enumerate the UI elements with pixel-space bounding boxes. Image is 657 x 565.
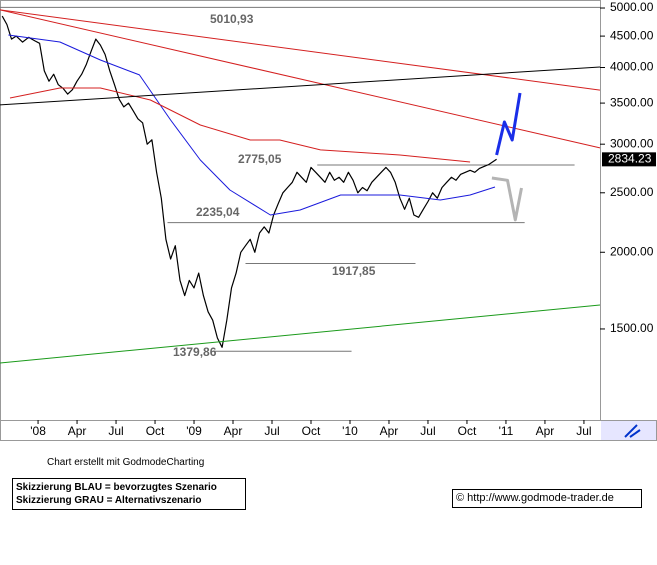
x-tick-label: '10 [342, 424, 358, 438]
x-tick-label: Jul [420, 424, 435, 438]
line [0, 9, 601, 149]
y-tick-label: 1500.00 [610, 321, 654, 335]
line [495, 92, 522, 156]
level-label: 2775,05 [238, 152, 282, 166]
y-tick-label: 3500.00 [610, 95, 654, 109]
x-tick-label: Apr [68, 424, 87, 438]
note: Skizzierung GRAU = Alternativszenario [16, 495, 202, 506]
line [0, 66, 601, 106]
y-tick-label: 4000.00 [610, 60, 654, 74]
last-price-label: 2834.23 [608, 152, 652, 166]
line [0, 304, 601, 364]
x-tick-label: Apr [380, 424, 399, 438]
y-tick-label: 2500.00 [610, 185, 654, 199]
y-tick-label: 5000.00 [610, 0, 654, 14]
x-tick-label: '11 [499, 424, 514, 438]
line [0, 9, 601, 91]
tool-icon[interactable] [601, 421, 656, 440]
y-tick-label: 4500.00 [610, 28, 654, 42]
x-tick-label: '08 [30, 424, 46, 438]
x-tick-label: Jul [108, 424, 123, 438]
url-box: © http://www.godmode-trader.de [452, 489, 642, 508]
last-price-box [602, 152, 656, 167]
x-tick-label: Oct [458, 424, 477, 438]
line [8, 34, 496, 216]
x-tick-label: Oct [146, 424, 165, 438]
y-tick-label: 3000.00 [610, 136, 654, 150]
notes-box: Skizzierung BLAU = bevorzugtes Szenario … [12, 478, 246, 510]
x-tick-label: '09 [186, 424, 202, 438]
y-tick-label: 2000.00 [610, 244, 654, 258]
x-tick-label: Jul [576, 424, 591, 438]
plot-frame [0, 0, 601, 421]
url: © http://www.godmode-trader.de [456, 492, 614, 504]
x-tick-label: Jul [264, 424, 279, 438]
credit: Chart erstellt mit GodmodeCharting [47, 457, 205, 468]
tool-icon-glyph [624, 424, 641, 438]
level-label: 1917,85 [332, 264, 376, 278]
x-tick-label: Apr [536, 424, 555, 438]
chart: 1500.00 2000.00 2500.00 3000.00 3500.00 4000.… [0, 0, 657, 441]
note: Skizzierung BLAU = bevorzugtes Szenario [16, 482, 217, 493]
x-axis-band [0, 420, 657, 441]
line [9, 87, 471, 163]
line [1, 15, 497, 348]
x-tick-label: Oct [302, 424, 321, 438]
x-tick-label: Apr [224, 424, 243, 438]
line [491, 176, 523, 222]
level-label: 1379,86 [173, 345, 217, 359]
level-label: 2235,04 [196, 205, 240, 219]
level-label: 5010,93 [210, 12, 254, 26]
